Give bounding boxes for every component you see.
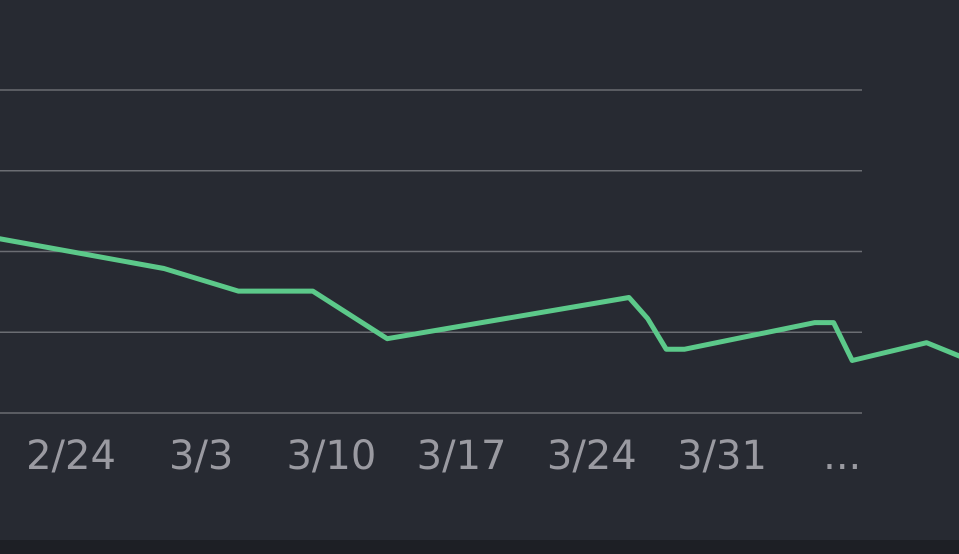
gridlines xyxy=(0,89,862,414)
x-tick-label-0: 2/24 xyxy=(26,433,116,479)
x-tick-label-1: 3/3 xyxy=(169,433,233,479)
x-tick-label-5: 3/31 xyxy=(677,433,767,479)
x-axis-ticks: 2/24 3/3 3/10 3/17 3/24 3/31... xyxy=(26,433,861,479)
series-layer xyxy=(0,236,959,363)
bottom-strip xyxy=(0,540,959,554)
x-tick-label-6: ... xyxy=(823,433,861,479)
x-tick-label-4: 3/24 xyxy=(547,433,637,479)
series-line-0 xyxy=(0,236,959,363)
x-tick-label-2: 3/10 xyxy=(286,433,376,479)
x-tick-label-3: 3/17 xyxy=(417,433,507,479)
